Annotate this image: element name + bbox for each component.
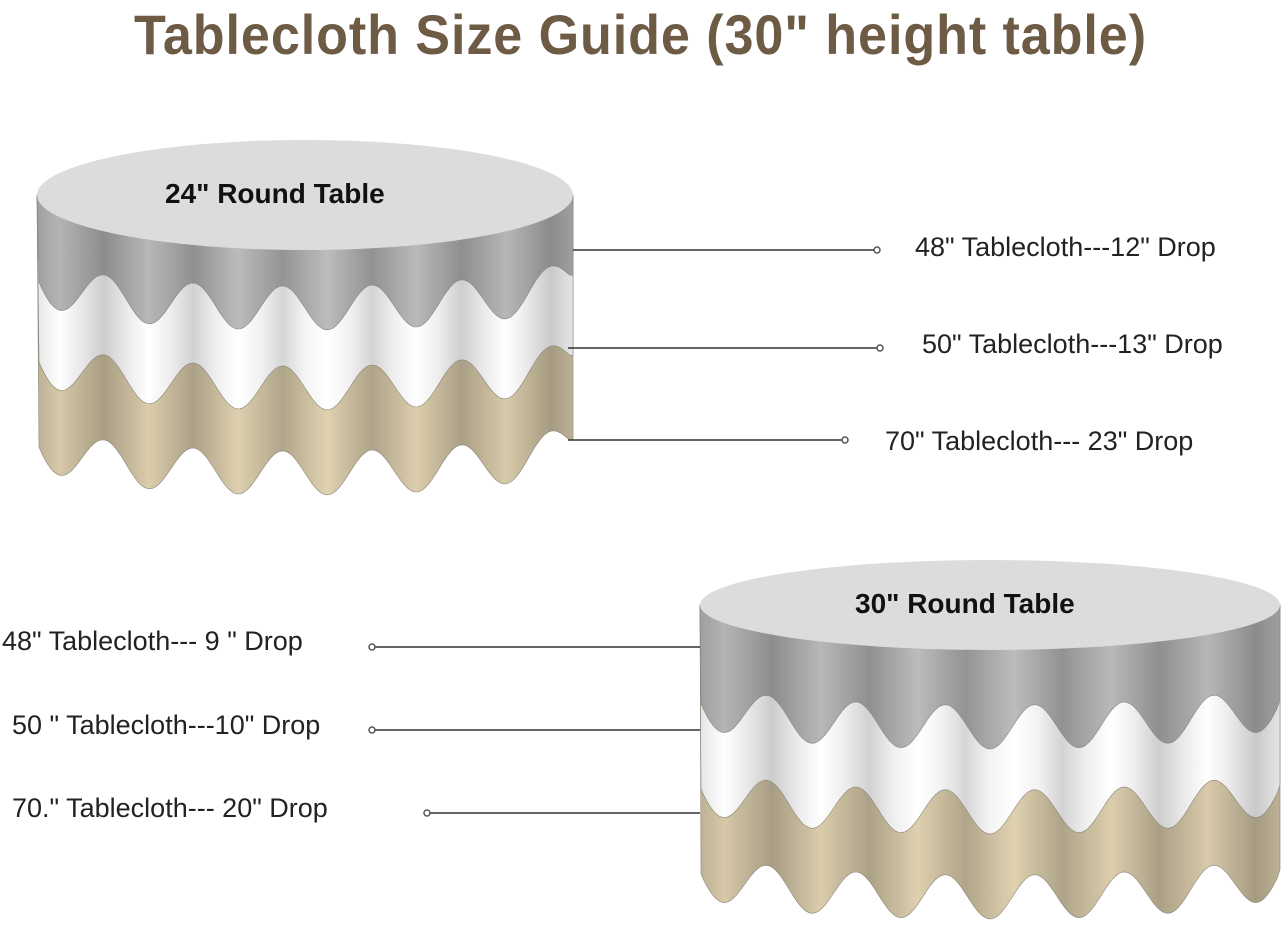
table-30-label-70: 70." Tablecloth--- 20" Drop (12, 793, 328, 823)
leader-dot (841, 436, 849, 444)
table-24-label-70: 70" Tablecloth--- 23" Drop (885, 426, 1194, 456)
table-top (700, 560, 1280, 650)
table-30-title: 30" Round Table (855, 588, 1075, 619)
leader-dot (423, 809, 431, 817)
page-title: Tablecloth Size Guide (30" height table) (134, 3, 1147, 66)
table-24-title: 24" Round Table (165, 178, 385, 209)
leader-dot (368, 643, 376, 651)
table-24-label-50: 50" Tablecloth---13" Drop (922, 329, 1223, 359)
leader-dot (368, 726, 376, 734)
table-30-label-50: 50 " Tablecloth---10" Drop (12, 710, 321, 740)
table-30in (699, 560, 1281, 920)
table-24in (36, 140, 574, 496)
table-24-label-48: 48" Tablecloth---12" Drop (915, 232, 1216, 262)
table-30-label-48: 48" Tablecloth--- 9 " Drop (2, 626, 303, 656)
leader-dot (873, 246, 881, 254)
table-top (37, 140, 573, 250)
leader-dot (876, 344, 884, 352)
